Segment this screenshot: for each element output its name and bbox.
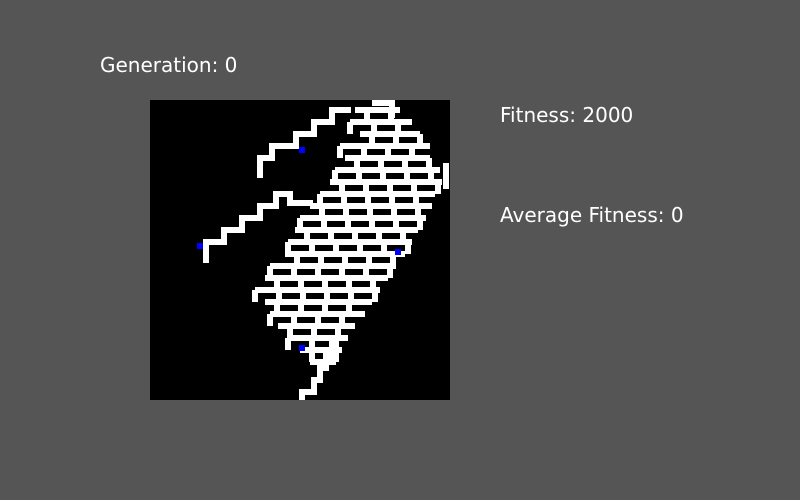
agents <box>197 147 401 351</box>
fitness-label: Fitness: 2000 <box>500 103 634 127</box>
grid-canvas <box>150 100 450 400</box>
walk-path <box>257 107 351 178</box>
simulation-grid <box>150 100 450 400</box>
generation-label: Generation: 0 <box>100 53 238 77</box>
agent-marker <box>299 345 305 351</box>
agent-marker <box>197 243 203 249</box>
walk-path <box>299 341 335 400</box>
walk-paths <box>203 100 449 400</box>
agent-marker <box>299 147 305 153</box>
agent-marker <box>395 249 401 255</box>
average-fitness-label: Average Fitness: 0 <box>500 203 684 227</box>
brick-cluster <box>252 107 442 365</box>
walk-path <box>203 191 313 263</box>
